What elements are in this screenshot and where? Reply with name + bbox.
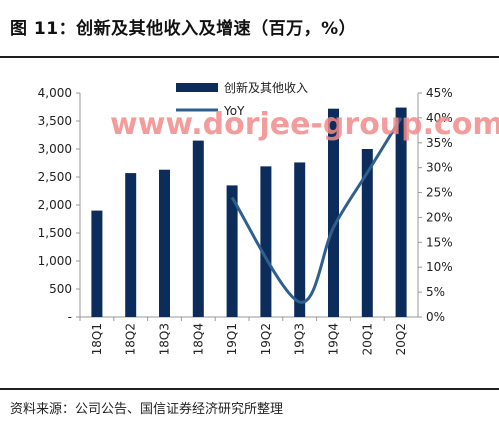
y2-tick-label: 0% <box>426 310 445 324</box>
bar-revenue <box>361 149 373 317</box>
legend-label-revenue: 创新及其他收入 <box>224 80 308 95</box>
y2-tick-label: 25% <box>426 186 453 200</box>
y2-tick-label: 35% <box>426 136 453 150</box>
y-tick-label: 1,000 <box>38 254 72 268</box>
x-tick-label: 19Q4 <box>327 323 341 355</box>
y-tick-label: 3,500 <box>38 114 72 128</box>
y2-tick-label: 30% <box>426 161 453 175</box>
bar-revenue <box>294 162 306 317</box>
y-tick-label: 3,000 <box>38 142 72 156</box>
chart-svg: - 500 1,000 1,500 2,000 2,500 3,000 3,500 4,000 0… <box>38 80 499 355</box>
y-tick-label: 1,500 <box>38 226 72 240</box>
x-tick-label: 18Q4 <box>191 323 205 355</box>
source-note: 资料来源：公司公告、国信证券经济研究所整理 <box>10 402 284 417</box>
y2-tick-label: 15% <box>426 235 453 249</box>
y2-tick-label: 20% <box>426 210 453 224</box>
watermark-text: www.dorjee-group.com <box>110 107 499 142</box>
x-tick-label: 20Q2 <box>394 323 408 355</box>
x-tick-label: 19Q2 <box>259 323 273 355</box>
chart-area: - 500 1,000 1,500 2,000 2,500 3,000 3,500 4,000 0… <box>0 58 499 388</box>
legend-group: 创新及其他收入 YoY <box>176 80 308 118</box>
bar-revenue <box>91 210 103 317</box>
bar-revenue <box>395 107 407 317</box>
bars-group <box>91 107 407 318</box>
bar-revenue <box>226 185 238 317</box>
ticks-group: - 500 1,000 1,500 2,000 2,500 3,000 3,500 4,000 0… <box>38 86 453 355</box>
y-tick-label: 500 <box>49 282 72 296</box>
x-tick-label: 20Q1 <box>360 323 374 355</box>
y-tick-label: 4,000 <box>38 86 72 100</box>
y2-tick-label: 5% <box>426 285 445 299</box>
x-tick-label: 18Q2 <box>124 323 138 355</box>
figure-header: 图 11：创新及其他收入及增速（百万，%） <box>0 0 499 58</box>
x-tick-label: 18Q1 <box>90 323 104 355</box>
y-tick-label: 2,000 <box>38 198 72 212</box>
y2-tick-label: 45% <box>426 86 453 100</box>
y2-tick-label: 10% <box>426 260 453 274</box>
axes-group <box>76 92 422 321</box>
y2-tick-label: 40% <box>426 111 453 125</box>
bar-revenue <box>125 173 137 317</box>
x-tick-label: 19Q1 <box>225 323 239 355</box>
bar-revenue <box>260 166 272 317</box>
bar-revenue <box>192 140 204 317</box>
bar-revenue <box>159 169 170 317</box>
x-tick-label: 18Q3 <box>158 323 172 355</box>
y-tick-label: - <box>68 310 72 324</box>
footer-divider <box>0 388 499 390</box>
y-tick-label: 2,500 <box>38 170 72 184</box>
x-tick-label: 19Q3 <box>293 323 307 355</box>
figure-title: 图 11：创新及其他收入及增速（百万，%） <box>10 19 357 39</box>
legend-label-yoy: YoY <box>223 104 245 118</box>
series-line-yoy <box>230 117 403 304</box>
bar-revenue <box>328 108 339 318</box>
legend-swatch-revenue <box>176 83 218 92</box>
